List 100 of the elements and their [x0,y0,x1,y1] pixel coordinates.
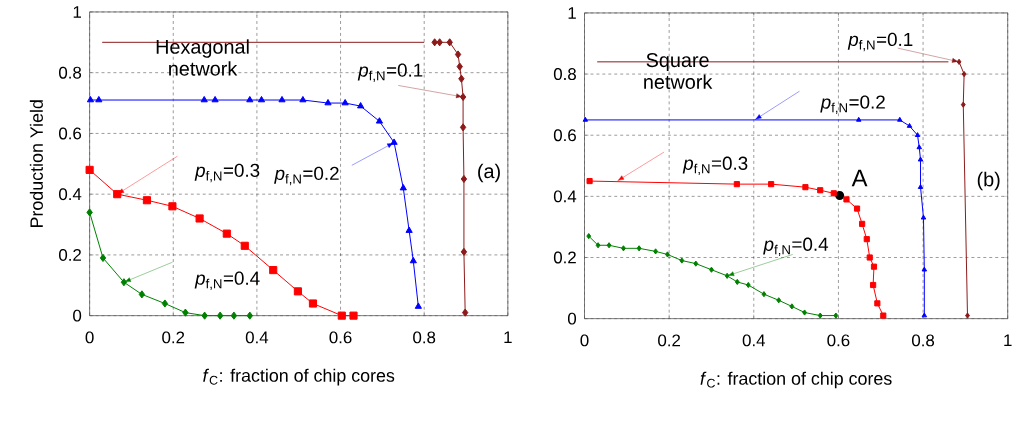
x-tick-label: 0.4 [742,334,766,347]
x-tick-label: 0.2 [162,331,185,344]
point [621,245,626,252]
point [906,122,913,128]
point [337,311,346,320]
point [182,308,189,317]
point [776,297,782,304]
point [458,74,465,83]
point [246,95,254,103]
y-tick-label: 0.8 [553,68,576,80]
point [768,180,775,188]
point [880,312,887,319]
x-tick-label: 0.2 [658,334,681,347]
y-tick-label: 0.6 [553,129,576,142]
point [863,235,870,243]
point [168,202,177,211]
point [99,253,107,262]
point [85,165,94,174]
y-axis-title: Production Yield [29,100,43,227]
point [454,50,462,59]
point [802,184,809,191]
x-tick-label: 0 [580,334,589,347]
point [789,303,795,310]
point [462,308,469,317]
annotation: Hexagonal network [156,39,249,76]
point [375,117,384,124]
point [874,300,881,307]
point [459,92,467,101]
point [86,95,95,103]
point [734,278,740,285]
point [431,38,438,47]
point [142,196,151,205]
annotation: (b) [977,171,1000,191]
point [436,38,443,47]
point [460,247,468,256]
point [921,312,928,318]
annotation: p$_{f,N}$=0.2 [820,95,885,114]
point [830,190,837,197]
point [914,132,921,137]
point [357,101,365,109]
point [856,116,862,122]
point [195,214,204,223]
point [693,260,699,267]
point [409,256,417,264]
point [606,242,612,249]
annotation: p$_{f,N}$=0.2 [274,166,339,186]
point [456,62,463,71]
point [308,299,318,308]
point [349,311,358,320]
annotation: p$_{f,N}$=0.3 [682,156,748,175]
annotation: (a) [478,163,500,183]
point [257,95,266,103]
x-tick-label: 1 [1004,334,1012,346]
point [802,309,807,316]
point [916,144,922,150]
point [833,312,839,319]
point [653,248,659,255]
point [917,184,924,189]
point [586,232,592,240]
point [446,38,453,47]
point [817,187,824,194]
point [917,156,924,162]
point [897,116,903,122]
point [817,312,823,319]
point [853,205,861,212]
point [278,95,286,103]
point [138,290,146,299]
y-tick-label: 0.4 [553,190,577,203]
point [86,208,93,217]
point [709,266,714,273]
annotation: p$_{f,N}$=0.1 [847,32,913,52]
point [414,302,422,309]
point [161,299,169,308]
point [201,311,208,320]
point [870,263,878,270]
y-tick-label: 0.6 [59,127,82,140]
point [870,281,877,288]
point [761,291,767,298]
x-tick-label: 1 [504,331,512,343]
y-tick-label: 1 [568,7,576,19]
x-tick-label: 0.8 [413,331,436,344]
annotation: p$_{f,N}$=0.4 [763,237,829,256]
point [299,95,307,103]
point [921,266,928,272]
point [95,95,103,103]
point [724,272,730,279]
point [222,229,231,238]
point [733,180,740,188]
annotation: p$_{f,N}$=0.3 [194,163,260,183]
x-axis-title: f$_{C}$: fraction of chip cores [700,371,892,389]
y-tick-label: 0.2 [59,248,81,261]
x-axis-title: f$_{C}$: fraction of chip cores [203,368,395,386]
y-tick-label: 0 [567,312,577,325]
y-tick-label: 0 [73,309,82,322]
point [586,177,593,185]
point [341,98,349,106]
annotation: p$_{f,N}$=0.1 [357,63,423,82]
point [460,174,468,183]
point [679,257,685,264]
point [211,95,219,103]
